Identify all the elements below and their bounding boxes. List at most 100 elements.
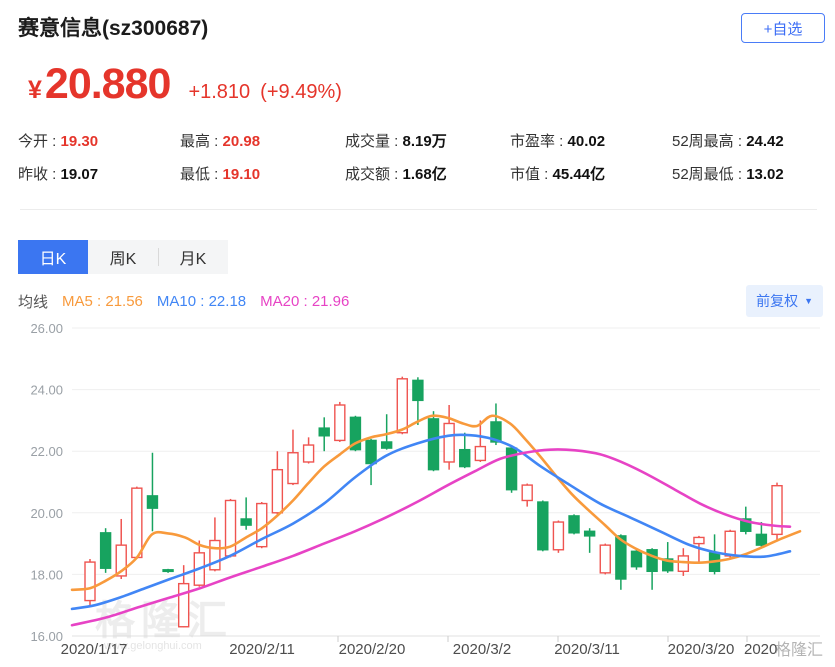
x-axis-label: 2020/2/11 bbox=[229, 641, 295, 658]
candle-body bbox=[177, 582, 190, 628]
price-change-percent: (+9.49%) bbox=[260, 81, 342, 103]
candle-body bbox=[724, 530, 736, 557]
candle-body bbox=[568, 515, 580, 534]
x-axis-label: 2020/1/17 bbox=[61, 641, 128, 658]
candle-body bbox=[505, 447, 518, 491]
candle-body bbox=[615, 535, 627, 580]
stat-separator: : bbox=[210, 166, 223, 183]
stat-value: 40.02 bbox=[567, 133, 606, 150]
stat-item: 昨收 : 19.07 bbox=[18, 163, 180, 184]
tab-日K[interactable]: 日K bbox=[18, 240, 88, 274]
candle-body bbox=[755, 533, 768, 546]
stat-value: 19.07 bbox=[60, 166, 99, 183]
candle-body bbox=[240, 518, 252, 526]
stat-separator: : bbox=[555, 133, 568, 150]
stat-label: 成交量 bbox=[345, 133, 391, 150]
candle-body bbox=[334, 404, 346, 442]
candle-body bbox=[552, 521, 565, 551]
y-axis-label: 26.00 bbox=[30, 321, 63, 336]
ma-lines-layer bbox=[70, 414, 802, 627]
stat-separator: : bbox=[390, 133, 403, 150]
candle-body bbox=[209, 539, 221, 571]
stat-value: 24.42 bbox=[746, 133, 784, 150]
stat-separator: : bbox=[210, 133, 223, 150]
candle-body bbox=[84, 561, 96, 602]
y-axis-label: 22.00 bbox=[30, 444, 63, 459]
x-axis-label: 2020/3/2 bbox=[453, 641, 511, 658]
grid-layer: 26.00 24.00 22.00 20.00 18.00 16.00 bbox=[30, 321, 820, 644]
stat-label: 市盈率 bbox=[510, 133, 556, 150]
stat-label: 市值 bbox=[510, 166, 541, 183]
current-price: 20.880 bbox=[44, 60, 172, 108]
y-axis-label: 20.00 bbox=[30, 506, 63, 521]
x-axis-labels: 2020/1/17 2020/2/11 2020/2/20 2020/3/2 2020/… bbox=[61, 641, 778, 658]
stat-item: 市盈率 : 40.02 bbox=[510, 130, 672, 151]
candle-body bbox=[349, 416, 362, 451]
candle-body bbox=[740, 518, 752, 532]
stat-item: 今开 : 19.30 bbox=[18, 130, 180, 151]
ma-values: MA5 : 21.56 MA10 : 22.18 MA20 : 21.96 bbox=[48, 293, 349, 310]
x-axis-label: 2020/2/20 bbox=[339, 641, 406, 658]
candle-body bbox=[131, 487, 143, 559]
stat-label: 今开 bbox=[18, 133, 49, 150]
page-title: 赛意信息(sz300687) bbox=[18, 17, 209, 40]
y-axis-label: 24.00 bbox=[30, 383, 63, 398]
ma-legend-bar: 均线 MA5 : 21.56 MA10 : 22.18 MA20 : 21.96 前… bbox=[18, 285, 823, 317]
quote-stats: 今开 : 19.30 最高 : 20.98 成交量 : 8.19万 市盈率 : 40.… bbox=[18, 130, 835, 184]
tab-周K[interactable]: 周K bbox=[109, 251, 137, 268]
candle-body bbox=[490, 421, 502, 443]
candle-body bbox=[693, 536, 705, 545]
candles-layer bbox=[84, 376, 783, 628]
candle-body bbox=[630, 550, 643, 568]
section-divider bbox=[20, 209, 817, 210]
candle-body bbox=[474, 445, 487, 462]
candle-body bbox=[287, 452, 299, 485]
candle-body bbox=[771, 484, 783, 536]
stat-separator: : bbox=[733, 133, 747, 150]
stat-item: 成交量 : 8.19万 bbox=[345, 130, 510, 151]
candle-body bbox=[427, 418, 440, 471]
stat-separator: : bbox=[390, 166, 403, 183]
ma-line-ma20 bbox=[70, 448, 792, 627]
stat-item: 最高 : 20.98 bbox=[180, 130, 345, 151]
stat-value: 1.68亿 bbox=[402, 166, 447, 183]
candle-body bbox=[537, 501, 549, 551]
watermark-url: www.gelonghui.com bbox=[103, 640, 202, 652]
adjust-mode-label: 前复权 bbox=[756, 293, 799, 309]
stat-value: 8.19万 bbox=[402, 133, 447, 150]
candle-body bbox=[115, 544, 127, 577]
stat-value: 45.44亿 bbox=[552, 166, 606, 183]
x-axis-label-partial: 2020 bbox=[744, 641, 777, 658]
candle-body bbox=[443, 422, 455, 463]
y-axis-label: 16.00 bbox=[30, 629, 63, 644]
candle-body bbox=[318, 427, 330, 437]
adjust-mode-button[interactable]: 前复权 ▼ bbox=[746, 285, 823, 317]
stat-label: 52周最高 bbox=[672, 133, 734, 150]
stat-value: 20.98 bbox=[222, 133, 261, 150]
currency-symbol: ¥ bbox=[28, 76, 42, 104]
y-axis-label: 18.00 bbox=[30, 567, 63, 582]
chevron-down-icon: ▼ bbox=[804, 295, 813, 306]
candle-body bbox=[583, 530, 596, 537]
stat-item: 成交额 : 1.68亿 bbox=[345, 163, 510, 184]
x-axis-label: 2020/3/20 bbox=[668, 641, 735, 658]
price-row: ¥ 20.880 +1.810 (+9.49%) bbox=[28, 60, 342, 109]
kline-period-tabs: 日K 周K 月K bbox=[18, 240, 228, 274]
tab-月K[interactable]: 月K bbox=[158, 240, 228, 274]
candle-body bbox=[146, 495, 159, 509]
stat-label: 最高 bbox=[180, 133, 211, 150]
candle-body bbox=[412, 379, 424, 402]
stat-item: 最低 : 19.10 bbox=[180, 163, 345, 184]
candle-body bbox=[99, 532, 112, 569]
stat-label: 最低 bbox=[180, 166, 211, 183]
candle-body bbox=[521, 484, 533, 502]
x-axis-label: 2020/3/11 bbox=[554, 641, 620, 658]
stat-value: 19.10 bbox=[222, 166, 261, 183]
ma-label: 均线 bbox=[18, 293, 49, 311]
add-watchlist-button[interactable]: +自选 bbox=[741, 13, 825, 43]
stat-item: 市值 : 45.44亿 bbox=[510, 163, 672, 184]
ma-line-ma10 bbox=[70, 433, 792, 611]
candle-body bbox=[380, 441, 393, 449]
stat-separator: : bbox=[540, 166, 553, 183]
